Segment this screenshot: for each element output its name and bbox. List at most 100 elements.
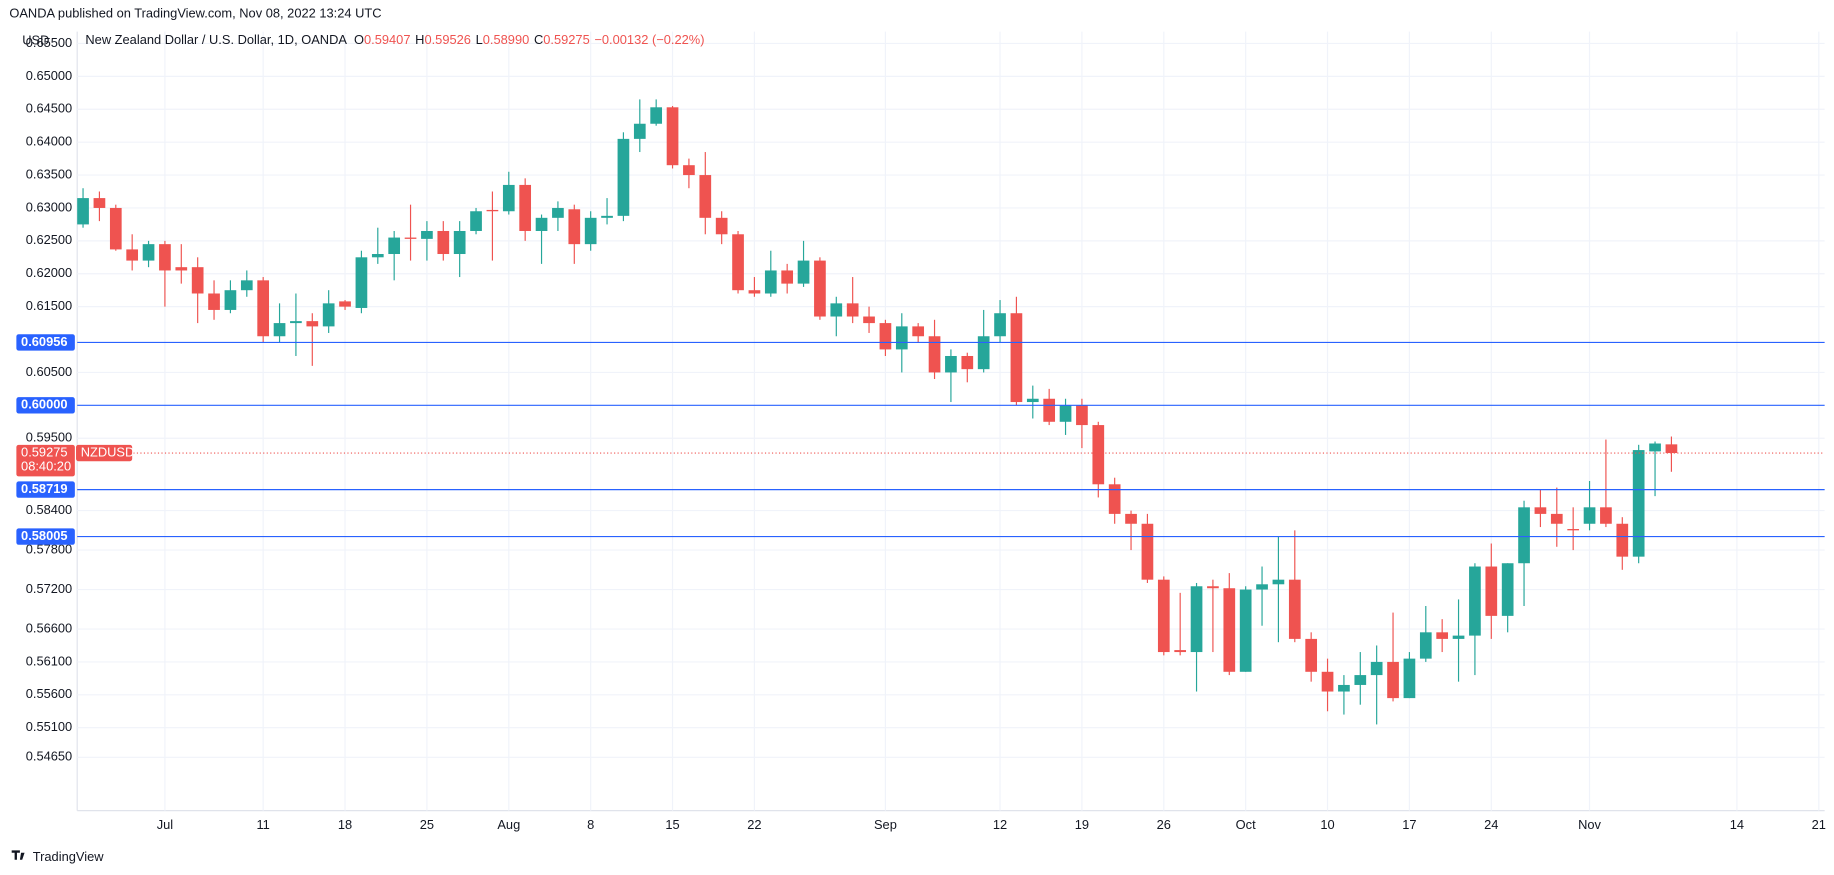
y-tick-label: 0.61500 bbox=[26, 298, 72, 313]
candle-body bbox=[895, 326, 908, 350]
candle-body bbox=[1583, 507, 1596, 524]
x-tick-label: 10 bbox=[1320, 817, 1334, 832]
candle-body bbox=[208, 293, 220, 310]
candle-body bbox=[1256, 584, 1268, 590]
candle-body bbox=[1600, 507, 1612, 524]
y-tick-label: 0.54650 bbox=[26, 749, 72, 764]
candle-body bbox=[1174, 650, 1187, 653]
price-line-label: 0.58719 bbox=[21, 481, 67, 496]
candle-body bbox=[290, 321, 302, 324]
x-tick-label: 24 bbox=[1484, 817, 1498, 832]
candle-body bbox=[846, 303, 859, 317]
y-tick-label: 0.59500 bbox=[26, 430, 72, 445]
logo bbox=[11, 850, 25, 860]
candle-body bbox=[1157, 579, 1170, 653]
candle-body bbox=[715, 217, 728, 235]
legend-key: L bbox=[476, 32, 483, 47]
candle-body bbox=[224, 290, 237, 310]
candle-body bbox=[1452, 635, 1465, 639]
x-tick-label: 22 bbox=[747, 817, 761, 832]
candle-body bbox=[77, 198, 89, 225]
candle-body bbox=[1469, 566, 1481, 636]
x-tick-label: Aug bbox=[497, 817, 520, 832]
candle-body bbox=[748, 290, 761, 294]
candle-body bbox=[535, 217, 548, 231]
candle-body bbox=[863, 316, 875, 324]
x-tick-label: 12 bbox=[993, 817, 1007, 832]
legend-value: 0.58990 bbox=[483, 32, 529, 47]
candle-body bbox=[928, 336, 941, 373]
y-tick-label: 0.56100 bbox=[26, 653, 72, 668]
candle-body bbox=[961, 355, 974, 370]
candle-body bbox=[109, 207, 122, 250]
candle-body bbox=[1043, 398, 1056, 422]
candle-body bbox=[1272, 579, 1285, 585]
y-tick-label: 0.58400 bbox=[26, 502, 72, 517]
x-tick-label: 26 bbox=[1157, 817, 1171, 832]
x-tick-label: 21 bbox=[1812, 817, 1826, 832]
candle-body bbox=[977, 336, 990, 370]
x-tick-label: Jul bbox=[157, 817, 173, 832]
price-line-tag bbox=[16, 397, 75, 414]
candle-body bbox=[1550, 513, 1563, 524]
candle-body bbox=[945, 355, 957, 373]
legend-change: −0.00132 (−0.22%) bbox=[594, 32, 704, 47]
y-tick-label: 0.57200 bbox=[26, 581, 72, 596]
candle-body bbox=[1616, 523, 1629, 557]
candle-body bbox=[764, 270, 777, 294]
candle-body bbox=[797, 260, 810, 284]
x-tick-label: Nov bbox=[1578, 817, 1601, 832]
candle-body bbox=[257, 280, 270, 337]
price-line-tag bbox=[16, 334, 75, 351]
candle-body bbox=[1338, 684, 1350, 692]
plot-area bbox=[77, 31, 1825, 811]
candle-body bbox=[1567, 529, 1580, 531]
price-line-label: 0.60000 bbox=[21, 397, 67, 412]
candle-body bbox=[1436, 632, 1449, 639]
candle-body bbox=[1207, 586, 1219, 589]
candle-body bbox=[322, 303, 335, 327]
y-tick-label: 0.65000 bbox=[26, 68, 72, 83]
x-tick-label: 25 bbox=[420, 817, 434, 832]
candle-body bbox=[1354, 675, 1367, 685]
last-price-label: 0.59275 bbox=[21, 444, 67, 459]
x-tick-label: 8 bbox=[587, 817, 594, 832]
x-tick-label: 14 bbox=[1730, 817, 1744, 832]
price-line-label: 0.58005 bbox=[21, 528, 67, 543]
candle-body bbox=[371, 254, 384, 258]
candle-body bbox=[142, 244, 155, 261]
candle-body bbox=[470, 211, 482, 231]
candle-body bbox=[552, 207, 564, 218]
candle-body bbox=[1534, 507, 1547, 514]
candle-body bbox=[306, 321, 319, 327]
y-axis-unit: USD bbox=[22, 32, 49, 47]
candle-body bbox=[1059, 405, 1072, 422]
candle-body bbox=[404, 237, 417, 239]
published-note: OANDA published on TradingView.com, Nov … bbox=[9, 5, 381, 20]
candle-body bbox=[126, 249, 139, 261]
candle-body bbox=[1141, 523, 1154, 580]
candle-body bbox=[355, 257, 368, 308]
candle-body bbox=[1239, 589, 1252, 672]
candle-body bbox=[486, 209, 499, 212]
candle-body bbox=[1632, 450, 1645, 557]
candle-body bbox=[1403, 658, 1416, 699]
candle-body bbox=[519, 184, 532, 231]
candle-body bbox=[453, 230, 466, 255]
candle-body bbox=[1010, 313, 1023, 403]
candle-body bbox=[1370, 661, 1383, 676]
candle-body bbox=[421, 230, 433, 239]
y-tick-label: 0.55600 bbox=[26, 686, 72, 701]
price-line-label: 0.60956 bbox=[21, 334, 67, 349]
candle-body bbox=[1649, 443, 1661, 452]
candle-body bbox=[699, 175, 712, 218]
candle-body bbox=[1092, 425, 1105, 485]
x-tick-label: Sep bbox=[874, 817, 897, 832]
symbol-label: NZDUSD bbox=[81, 444, 135, 459]
candle-body bbox=[879, 323, 892, 350]
x-tick-label: 18 bbox=[338, 817, 352, 832]
candle-body bbox=[912, 326, 925, 337]
candle-body bbox=[437, 230, 450, 255]
y-tick-label: 0.63500 bbox=[26, 166, 72, 181]
